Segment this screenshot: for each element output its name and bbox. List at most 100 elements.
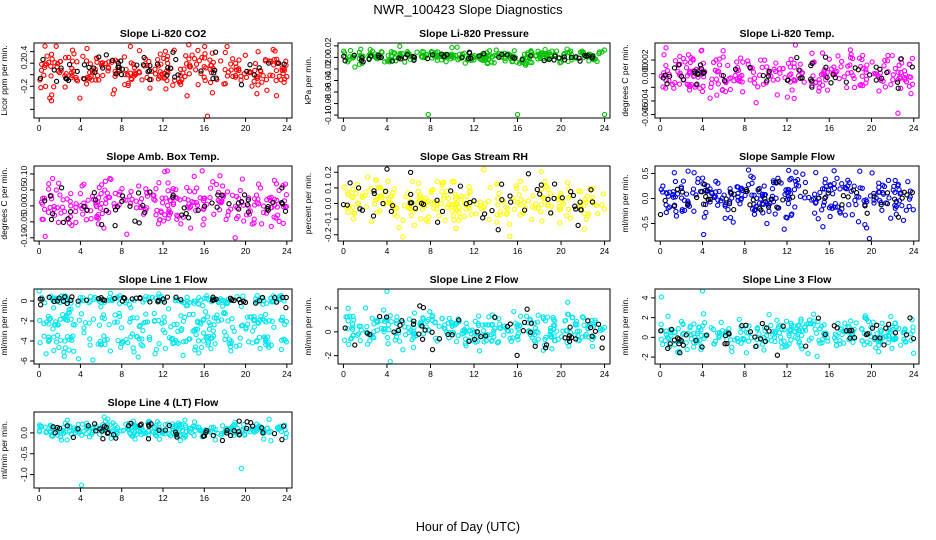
data-point	[379, 49, 385, 56]
data-point	[201, 216, 207, 222]
data-point	[111, 204, 118, 210]
data-point	[274, 60, 280, 66]
data-point	[147, 189, 153, 195]
scatter-points	[36, 414, 289, 488]
data-point	[535, 312, 541, 318]
data-point	[420, 304, 427, 311]
data-point	[173, 56, 179, 63]
data-point	[137, 422, 143, 428]
data-point	[230, 73, 236, 80]
data-point	[843, 79, 849, 85]
data-point	[179, 212, 185, 218]
data-point	[57, 69, 63, 76]
data-point	[725, 62, 731, 69]
data-point	[549, 48, 555, 54]
data-point	[508, 199, 514, 205]
data-point	[905, 178, 911, 185]
data-point	[898, 56, 904, 62]
data-point	[226, 201, 232, 207]
data-point	[535, 205, 541, 212]
data-point	[79, 183, 85, 189]
data-point	[482, 333, 489, 339]
data-point	[882, 57, 888, 64]
data-point	[455, 57, 461, 63]
panel-3: Slope Amb. Box Temp.degrees C per min.0 4…	[0, 151, 293, 256]
data-point	[49, 56, 55, 62]
data-point	[572, 322, 579, 328]
data-point	[537, 191, 543, 197]
data-point	[715, 68, 722, 74]
data-point	[392, 55, 399, 61]
data-point	[180, 352, 186, 359]
data-point	[73, 76, 80, 83]
data-point	[393, 58, 399, 64]
data-point	[739, 72, 745, 79]
data-point	[796, 340, 802, 346]
x-tick-label: 0	[658, 246, 663, 256]
data-point	[342, 325, 348, 331]
data-point	[254, 427, 260, 434]
data-point	[421, 200, 428, 207]
data-point	[165, 306, 172, 312]
data-point	[688, 336, 695, 342]
data-point	[831, 180, 837, 187]
data-point	[278, 346, 285, 353]
data-point	[44, 429, 50, 435]
data-point	[58, 185, 65, 191]
data-point	[562, 317, 569, 324]
data-point	[595, 211, 601, 217]
y-tick-label: 0.2	[19, 57, 29, 69]
data-point	[37, 317, 43, 324]
data-point	[345, 191, 351, 197]
data-point	[251, 196, 258, 202]
data-point	[191, 56, 198, 62]
data-point	[366, 56, 372, 62]
data-point	[572, 203, 578, 209]
data-point	[178, 296, 184, 303]
data-point	[695, 71, 701, 78]
data-point	[795, 330, 802, 336]
data-point	[762, 338, 768, 345]
data-point	[183, 303, 189, 309]
data-point	[848, 51, 854, 58]
data-point	[727, 75, 734, 81]
data-point	[345, 209, 351, 215]
data-point	[666, 73, 673, 79]
data-point	[138, 421, 144, 427]
data-point	[193, 199, 200, 206]
data-point	[408, 212, 414, 219]
data-point	[202, 43, 208, 50]
data-point	[183, 429, 190, 435]
data-point	[461, 50, 467, 56]
data-point	[547, 325, 554, 331]
data-point	[419, 336, 426, 342]
data-point	[49, 175, 56, 182]
data-point	[734, 336, 741, 342]
data-point	[423, 195, 429, 201]
data-point	[819, 50, 826, 56]
data-point	[280, 220, 286, 227]
data-point	[585, 52, 591, 59]
data-point	[143, 186, 149, 192]
data-point	[166, 335, 173, 341]
data-point	[499, 197, 505, 203]
x-tick-label: 20	[867, 123, 877, 133]
data-point	[364, 174, 371, 180]
data-point	[61, 353, 67, 360]
data-point	[53, 43, 59, 49]
data-point	[43, 319, 50, 325]
data-point	[445, 195, 452, 202]
data-point	[803, 343, 809, 349]
data-point	[727, 214, 734, 221]
data-point	[125, 423, 132, 429]
data-point	[155, 56, 161, 63]
data-point	[47, 193, 54, 199]
data-point	[504, 323, 511, 330]
data-point	[877, 327, 884, 333]
data-point	[491, 328, 497, 334]
data-point	[729, 348, 735, 355]
data-point	[765, 73, 772, 79]
data-point	[691, 170, 697, 176]
data-point	[245, 209, 252, 215]
